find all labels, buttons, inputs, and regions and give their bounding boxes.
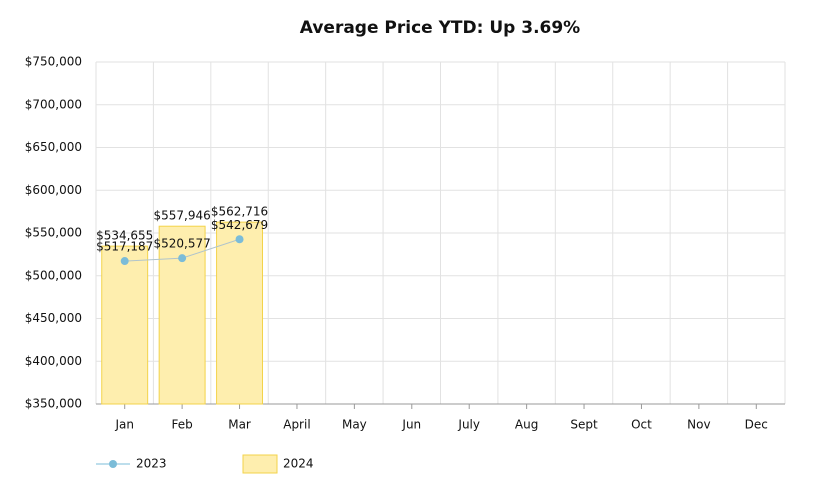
y-tick-label: $600,000 bbox=[25, 183, 82, 197]
data-label: $542,679 bbox=[211, 218, 268, 232]
y-tick-label: $550,000 bbox=[25, 226, 82, 240]
legend-label: 2024 bbox=[283, 457, 314, 471]
x-tick-label: Oct bbox=[631, 418, 652, 432]
x-tick-label: April bbox=[283, 418, 310, 432]
legend-swatch bbox=[242, 454, 278, 474]
x-tick-label: May bbox=[342, 418, 367, 432]
y-tick-label: $650,000 bbox=[25, 140, 82, 154]
line-marker bbox=[178, 254, 187, 263]
line-marker bbox=[120, 257, 129, 266]
legend-label: 2023 bbox=[136, 457, 167, 471]
chart-title: Average Price YTD: Up 3.69% bbox=[300, 18, 580, 38]
x-tick-label: Mar bbox=[228, 418, 251, 432]
bar bbox=[216, 221, 264, 405]
y-tick-label: $500,000 bbox=[25, 268, 82, 282]
x-tick-label: July bbox=[457, 418, 480, 432]
x-tick-label: Sept bbox=[570, 418, 598, 432]
x-tick-label: Jun bbox=[401, 418, 421, 432]
data-label: $534,655 bbox=[96, 229, 153, 243]
y-tick-label: $700,000 bbox=[25, 97, 82, 111]
data-label: $520,577 bbox=[153, 237, 210, 251]
y-tick-label: $450,000 bbox=[25, 311, 82, 325]
bar bbox=[101, 245, 149, 405]
data-label: $562,716 bbox=[211, 205, 268, 219]
line-marker bbox=[235, 235, 244, 244]
data-label: $557,946 bbox=[153, 209, 210, 223]
x-tick-label: Feb bbox=[172, 418, 193, 432]
x-tick-label: Nov bbox=[687, 418, 710, 432]
x-tick-label: Jan bbox=[114, 418, 134, 432]
x-tick-label: Dec bbox=[745, 418, 768, 432]
y-tick-label: $400,000 bbox=[25, 354, 82, 368]
x-tick-label: Aug bbox=[515, 418, 538, 432]
y-tick-label: $750,000 bbox=[25, 55, 82, 69]
data-label: $517,187 bbox=[96, 240, 153, 254]
y-tick-label: $350,000 bbox=[25, 397, 82, 411]
legend-marker bbox=[109, 460, 117, 468]
